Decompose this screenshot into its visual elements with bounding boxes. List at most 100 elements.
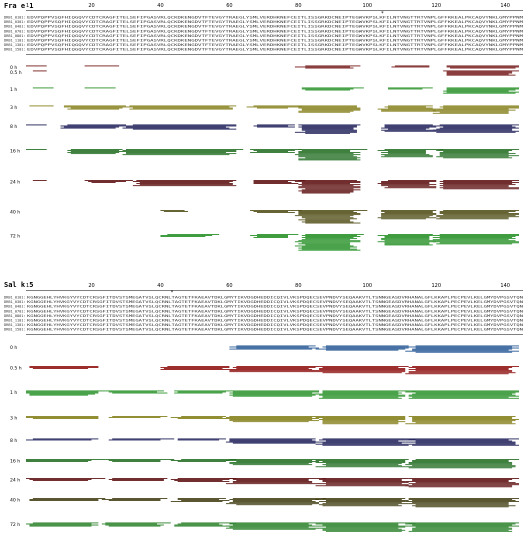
peptide-bar — [443, 157, 513, 159]
peptide-bar — [108, 439, 161, 441]
peptide-bar — [236, 504, 313, 506]
peptide-bar — [232, 367, 316, 368]
peptide-bar — [381, 127, 430, 129]
peptide-bar — [105, 522, 171, 524]
peptide-bar — [177, 438, 226, 440]
peptide-bar — [381, 110, 437, 112]
peptide-bar — [315, 443, 409, 445]
peptide-bar — [443, 186, 509, 188]
peptide-bar — [377, 235, 433, 236]
peptide-bar — [29, 394, 89, 396]
peptide-bar — [298, 126, 357, 128]
peptide-bar — [229, 419, 313, 420]
peptide-bar — [112, 392, 168, 394]
peptide-bar — [108, 417, 161, 418]
peptide-bar — [305, 218, 357, 220]
peptide-bar — [439, 236, 516, 237]
peptide-bar — [294, 245, 354, 247]
peptide-bar — [412, 479, 513, 480]
peptide-bar — [305, 157, 361, 159]
peptide-bar — [298, 247, 351, 249]
peptide-bar — [108, 460, 161, 461]
peptide-bar — [415, 440, 513, 442]
peptide-bar — [298, 211, 354, 212]
allele-name: DRB1_0401: — [4, 305, 26, 309]
peptide-bar — [387, 153, 426, 155]
peptide-bar — [108, 500, 161, 501]
peptide-bar — [322, 395, 406, 397]
timepoint-label: 24 h — [10, 180, 20, 186]
peptide-bar — [29, 366, 99, 367]
peptide-bar — [253, 181, 289, 182]
peptide-bar — [387, 186, 437, 188]
peptide-bar — [325, 484, 409, 486]
peptide-bar — [439, 155, 519, 157]
peptide-bar — [112, 438, 175, 440]
allele-sequence: KGNGGEHLYHVKGYVYCDTCRSGFITDVSTSMEGATVSLQ… — [27, 314, 523, 318]
peptide-bar — [322, 481, 406, 482]
timepoint-labels-fra: 0 h0.5 h 1 h 3 h 8 h 16 h 24 h 40 h 72 h — [10, 65, 22, 240]
allele-name: DRB1_0701: — [4, 309, 26, 313]
peptide-bar — [170, 501, 223, 502]
peptide-bar — [325, 530, 402, 532]
peptide-bar — [301, 191, 354, 193]
peptide-bar — [446, 71, 513, 73]
peptide-bar — [298, 158, 357, 160]
peptide-bar — [105, 459, 175, 460]
allele-sequence: KGNGGEHLYHVKGYVYCDTCRSGFITDVSTSMEGATVSLQ… — [27, 328, 523, 332]
peptide-bar — [229, 462, 313, 463]
peptide-bar — [101, 523, 158, 525]
peptide-bar — [301, 109, 361, 111]
peptide-bar — [412, 417, 513, 418]
peptide-bar — [394, 65, 430, 67]
peptide-bar — [443, 70, 519, 72]
peptide-bar — [450, 67, 516, 69]
peptide-bar — [319, 397, 402, 399]
peptide-bar — [412, 349, 509, 351]
peptide-bars-sal — [26, 345, 519, 532]
peptide-bar — [325, 345, 409, 347]
peptide-bar — [170, 417, 223, 418]
peptide-bar — [298, 187, 361, 189]
peptide-bar — [125, 153, 237, 155]
peptide-bar — [436, 215, 516, 217]
peptide-bar — [236, 345, 316, 347]
allele-sequence: EDVPQPPVSQFHIQGQVYCDTCRAGFITELSEFIPGASVR… — [27, 43, 524, 47]
peptide-bar — [236, 390, 320, 392]
peptide-bar — [246, 106, 295, 108]
peptide-bar — [236, 347, 320, 349]
peptide-bar — [160, 367, 230, 368]
peptide-bar — [256, 234, 299, 235]
peptide-bar — [432, 110, 509, 112]
peptide-bar — [298, 153, 354, 155]
peptide-bar — [408, 394, 516, 396]
peptide-bar — [322, 503, 409, 505]
peptide-bar — [298, 152, 361, 153]
peptide-bar — [405, 485, 513, 487]
peptide-bar — [436, 156, 509, 158]
peptide-bar — [177, 391, 226, 393]
axis-tick-label: 120 — [431, 3, 441, 9]
peptide-bar — [381, 129, 437, 131]
peptide-bar — [391, 66, 430, 68]
peptide-bar — [436, 125, 513, 127]
peptide-bar — [446, 73, 509, 75]
peptide-bar — [84, 87, 116, 89]
peptide-bar — [163, 368, 223, 369]
peptide-bar — [322, 444, 409, 446]
peptide-bar — [384, 124, 433, 126]
peptide-bar — [412, 396, 509, 398]
peptide-bar — [325, 463, 402, 465]
peptide-bar — [322, 498, 406, 499]
allele-sequence: KGNGGEHLYHVKGYVYCDTCRSGFITDVSTSMEGATVSLQ… — [27, 323, 523, 327]
peptide-bar — [377, 241, 437, 243]
peptide-bar — [412, 465, 516, 467]
allele-sequence: EDVPQPPVSQFHIQGQVYCDTCRAGFITELSEFIPGASVR… — [27, 16, 524, 20]
peptide-bar — [405, 466, 516, 468]
peptide-bar — [322, 367, 399, 368]
peptide-bar — [253, 183, 299, 184]
peptide-bar — [232, 524, 313, 526]
peptide-bar — [408, 530, 513, 532]
peptide-bar — [408, 463, 513, 465]
peptide-bar — [253, 105, 302, 107]
